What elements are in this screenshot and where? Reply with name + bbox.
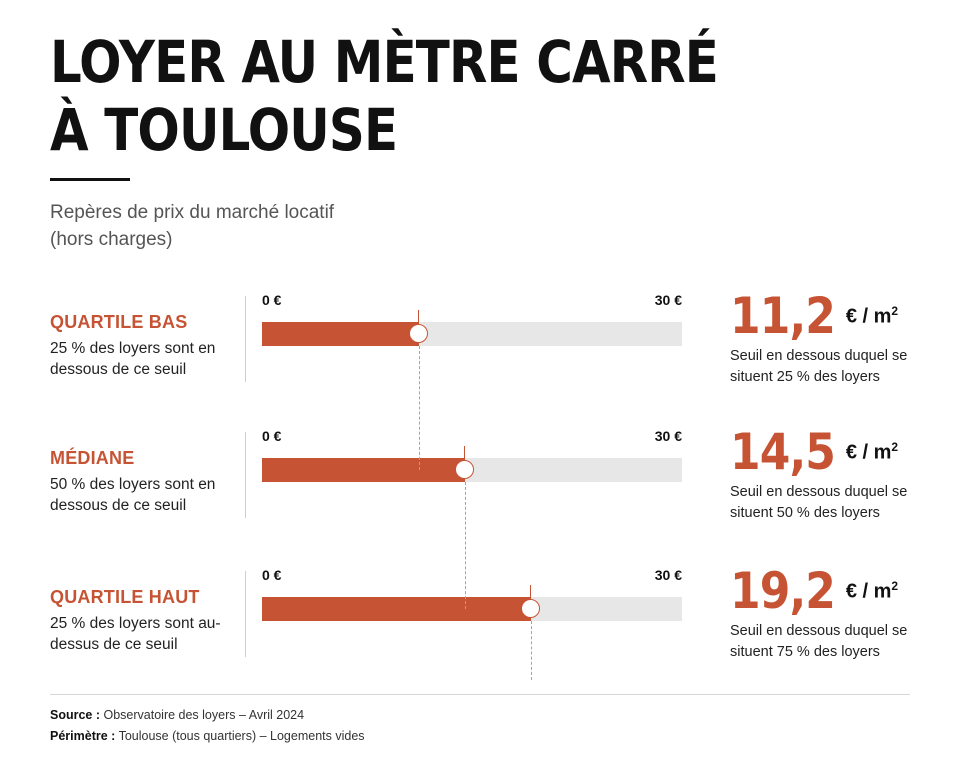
row-description: 50 % des loyers sont en dessous de ce se… [50,476,216,514]
bar-fill [262,597,531,621]
marker-guide-line [465,482,466,609]
value-marker [455,460,474,479]
marker-tick [417,310,419,322]
value-unit: € / m2 [845,578,899,603]
value-note: Seuil en dessous duquel se situent 50 % … [730,484,908,521]
value-unit: € / m2 [845,303,899,328]
value-number: 19,2 [730,562,836,620]
value-note: Seuil en dessous duquel se situent 25 % … [730,348,908,385]
subtitle-line-2: (hors charges) [50,229,173,250]
axis-min-label: 0 € [262,428,282,444]
value-display: 11,2 € / m2 [730,286,898,346]
title-line-1: LOYER AU MÈTRE CARRÉ [50,28,719,96]
bar-track [262,585,682,621]
bar-track [262,446,682,482]
title-underline [50,178,130,181]
row-description: 25 % des loyers sont au-dessus de ce seu… [50,615,221,653]
bar-fill [262,322,419,346]
row-description: 25 % des loyers sont en dessous de ce se… [50,340,216,378]
row-divider [245,571,246,657]
scope-text: Toulouse (tous quartiers) – Logements vi… [118,729,365,743]
source-text: Observatoire des loyers – Avril 2024 [103,708,305,722]
subtitle: Repères de prix du marché locatif (hors … [50,199,334,253]
scope-line: Périmètre : Toulouse (tous quartiers) – … [50,729,365,743]
value-number: 14,5 [730,423,836,481]
row-1: MÉDIANE 50 % des loyers sont en dessous d… [0,423,960,552]
marker-guide-line [530,621,532,680]
value-note: Seuil en dessous duquel se situent 75 % … [730,623,908,660]
value-marker [520,599,540,618]
axis-max-label: 30 € [654,428,682,444]
row-label: MÉDIANE [50,448,135,468]
marker-tick [464,446,465,458]
bar-track [262,310,682,346]
row-0: QUARTILE BAS 25 % des loyers sont en dess… [0,287,960,416]
row-2: QUARTILE HAUT 25 % des loyers sont au-des… [0,562,960,691]
axis-max-label: 30 € [654,567,682,583]
marker-guide-line [418,346,420,470]
value-display: 19,2 € / m2 [730,561,898,621]
scope-label: Périmètre : [50,729,116,743]
source-line: Source : Observatoire des loyers – Avril… [50,708,304,722]
marker-tick [529,585,531,597]
value-display: 14,5 € / m2 [730,422,898,482]
value-number: 11,2 [730,287,836,345]
row-label: QUARTILE HAUT [50,587,200,607]
row-divider [245,432,246,518]
title-line-2: À TOULOUSE [50,96,398,164]
row-label: QUARTILE BAS [50,312,188,332]
value-marker [408,324,428,343]
subtitle-line-1: Repères de prix du marché locatif [50,202,335,223]
page-title: LOYER AU MÈTRE CARRÉ À TOULOUSE [50,28,719,164]
axis-min-label: 0 € [262,567,282,583]
value-unit: € / m2 [845,439,899,464]
axis-min-label: 0 € [262,292,282,308]
bar-fill [262,458,465,482]
footer-divider [50,694,910,695]
axis-max-label: 30 € [654,292,682,308]
row-divider [245,296,246,382]
source-label: Source : [50,708,101,722]
